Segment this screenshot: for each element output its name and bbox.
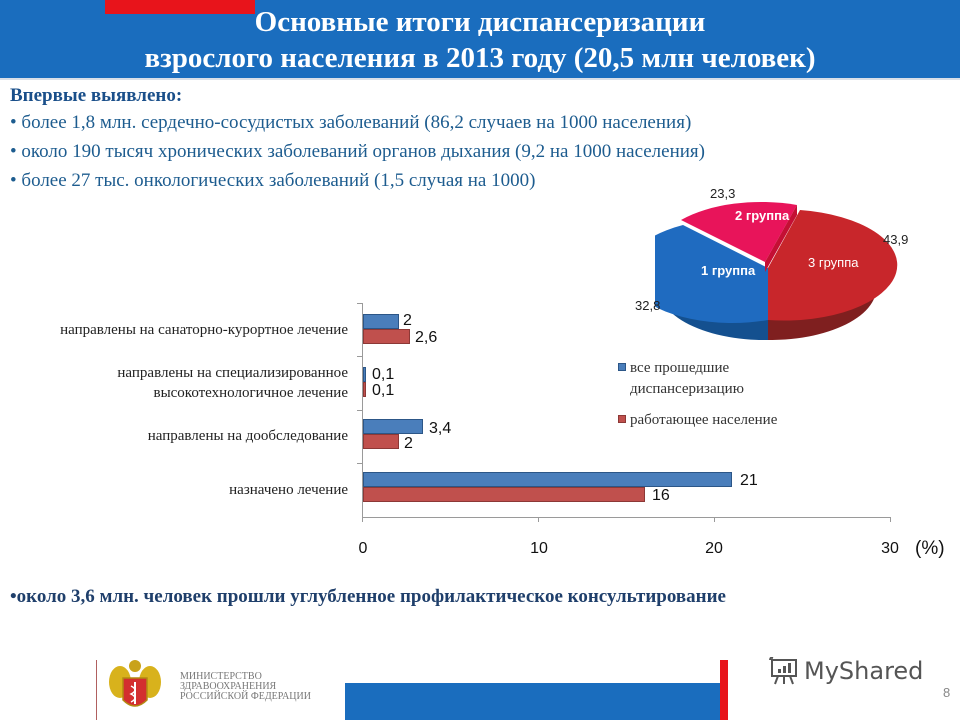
coat-of-arms-icon — [109, 660, 161, 707]
x-tick-label: 0 — [358, 540, 368, 557]
chart-legend: все прошедшие диспансеризацию работающее… — [618, 358, 810, 441]
pie-label-group-2: 2 группа — [735, 208, 790, 223]
legend-item-all: все прошедшие диспансеризацию — [618, 358, 810, 400]
title-line-1: Основные итоги диспансеризации — [254, 6, 706, 38]
intro-heading: Впервые выявлено: — [10, 85, 183, 106]
bar-chart: направлены на санаторно-курортное лечени… — [0, 295, 960, 565]
x-tick — [714, 517, 715, 522]
ministry-line: РОССИЙСКОЙ ФЕДЕРАЦИИ — [180, 691, 311, 702]
bar-all — [363, 472, 732, 487]
bar-working — [363, 434, 399, 449]
bar-all — [363, 314, 399, 329]
legend-item-working: работающее население — [618, 410, 810, 431]
bar-working — [363, 382, 366, 397]
legend-swatch-red — [618, 415, 626, 423]
brand-name: MyShared — [804, 657, 924, 685]
y-tick — [357, 356, 362, 357]
title-line-2: взрослого населения в 2013 году (20,5 мл… — [144, 42, 816, 74]
y-tick — [357, 303, 362, 304]
intro-block: Впервые выявлено: • более 1,8 млн. серде… — [10, 84, 705, 195]
legend-label: все прошедшие диспансеризацию — [630, 360, 744, 397]
bar-value: 2 — [403, 312, 412, 329]
y-tick — [357, 463, 362, 464]
bar-value: 0,1 — [372, 382, 395, 399]
footer-blue-band — [345, 683, 720, 720]
bar-value: 2,6 — [415, 329, 438, 346]
ministry-line: ЗДРАВООХРАНЕНИЯ — [180, 681, 277, 692]
slide-title: Основные итоги диспансеризации взрослого… — [0, 4, 960, 76]
footer-note: •около 3,6 млн. человек прошли углубленн… — [10, 586, 726, 607]
category-label: направлены на специализированное — [117, 365, 348, 381]
bar-working — [363, 487, 645, 502]
pie-label-group-1: 1 группа — [701, 263, 756, 278]
pie-label-group-3: 3 группа — [808, 255, 859, 270]
pie-chart: 23,3 43,9 32,8 2 группа 1 группа 3 групп… — [626, 180, 955, 341]
pie-value-group-2: 23,3 — [710, 186, 736, 201]
category-label: направлены на санаторно-курортное лечени… — [60, 322, 348, 338]
intro-bullet: • около 190 тысяч хронических заболевани… — [10, 141, 706, 162]
legend-label: работающее население — [630, 412, 778, 428]
footer-divider — [96, 660, 97, 720]
x-axis-unit: (%) — [915, 538, 945, 559]
presentation-board-icon — [769, 657, 797, 685]
bar-all — [363, 367, 366, 382]
y-axis — [362, 303, 363, 518]
x-tick — [538, 517, 539, 522]
intro-bullet: • более 27 тыс. онкологических заболеван… — [10, 170, 536, 191]
ministry-line: МИНИСТЕРСТВО — [180, 671, 262, 682]
x-tick-label: 30 — [881, 540, 899, 557]
page-number: 8 — [943, 685, 951, 700]
bar-value: 16 — [652, 487, 670, 504]
category-label: высокотехнологичное лечение — [153, 385, 348, 401]
pie-chart-graphic — [626, 201, 898, 341]
bar-value: 3,4 — [429, 420, 452, 437]
bar-working — [363, 329, 410, 344]
bar-all — [363, 419, 423, 434]
header-red-accent — [105, 0, 255, 14]
myshared-logo[interactable]: MyShared — [768, 657, 923, 685]
bar-value: 21 — [740, 472, 758, 489]
x-tick — [890, 517, 891, 522]
footer-red-accent — [720, 660, 728, 720]
category-label: назначено лечение — [229, 482, 348, 498]
intro-bullet: • более 1,8 млн. сердечно-сосудистых заб… — [10, 112, 692, 133]
x-tick-label: 10 — [530, 540, 548, 557]
pie-value-group-1: 32,8 — [635, 298, 661, 313]
slide-header: Основные итоги диспансеризации взрослого… — [0, 0, 960, 80]
x-tick-label: 20 — [705, 540, 723, 557]
x-axis — [362, 517, 890, 518]
category-label: направлены на дообследование — [147, 428, 348, 444]
pie-value-group-3: 43,9 — [883, 232, 909, 247]
bar-value: 2 — [404, 435, 413, 452]
bar-value: 0,1 — [372, 366, 395, 383]
legend-swatch-blue — [618, 363, 626, 371]
ministry-label: МИНИСТЕРСТВО ЗДРАВООХРАНЕНИЯ РОССИЙСКОЙ … — [180, 672, 311, 702]
y-tick — [357, 410, 362, 411]
x-tick — [362, 517, 363, 522]
